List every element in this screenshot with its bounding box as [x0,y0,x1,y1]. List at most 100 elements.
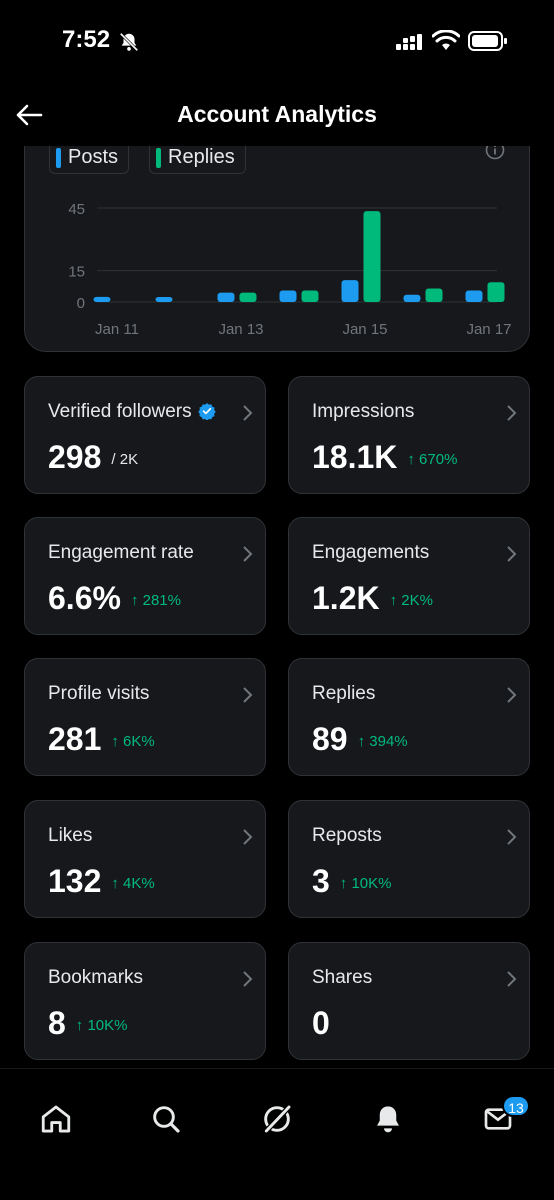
bottom-nav: 13 [0,1068,554,1200]
nav-search[interactable] [146,1099,186,1139]
metric-label: Bookmarks [48,967,144,988]
metric-change: ↑ 10K% [339,875,392,892]
metric-value: 18.1K [312,439,398,475]
metric-label: Engagement rate [48,542,194,563]
metric-card-profile-visits[interactable]: Profile visits 281 ↑ 6K% [24,658,266,776]
nav-notifications[interactable] [368,1099,408,1139]
metric-value-row: 132 ↑ 4K% [48,863,155,900]
metric-change: ↑ 10K% [75,1017,128,1034]
nav-grok[interactable] [257,1099,297,1139]
metric-value-row: 0 [312,1005,330,1042]
chevron-right-icon [243,687,253,703]
chevron-right-icon [507,687,517,703]
metric-label-text: Verified followers [48,401,192,422]
nav-home[interactable] [36,1099,76,1139]
bar-posts [155,297,173,302]
chevron-right-icon [243,405,253,421]
metric-value: 6.6% [48,580,121,616]
metric-value-row: 18.1K ↑ 670% [312,439,457,476]
metric-value: 0 [312,1005,330,1041]
status-bar: 7:52 [0,0,554,84]
bar-posts [465,290,483,302]
chart-card: Posts Replies 45 15 0 Jan 11 Jan 13 Jan 15 Jan… [24,110,530,352]
metric-value-row: 6.6% ↑ 281% [48,580,181,617]
metric-card-engagement-rate[interactable]: Engagement rate 6.6% ↑ 281% [24,517,266,635]
metric-label: Profile visits [48,683,150,704]
x-tick-label: Jan 15 [342,321,387,338]
metric-value-row: 1.2K ↑ 2K% [312,580,433,617]
chevron-right-icon [507,829,517,845]
chevron-right-icon [243,971,253,987]
y-tick-label: 45 [68,201,85,218]
y-tick-label: 15 [68,264,85,281]
analytics-chart: 45 15 0 Jan 11 Jan 13 Jan 15 Jan 17 [68,201,511,338]
metric-change: ↑ 2K% [389,592,433,609]
bar-replies [301,290,319,302]
bar-posts [217,292,235,302]
chevron-right-icon [507,405,517,421]
metric-value: 1.2K [312,580,380,616]
metric-value-row: 281 ↑ 6K% [48,721,155,758]
bar-replies [487,282,505,302]
metric-card-reposts[interactable]: Reposts 3 ↑ 10K% [288,800,530,918]
verified-badge-icon [197,403,216,420]
back-arrow-icon [16,104,43,126]
wifi-icon [432,30,460,50]
metric-value: 3 [312,863,330,899]
metric-label: Verified followers [48,401,216,423]
metric-suffix: / 2K [111,451,139,468]
cellular-signal-icon [396,34,422,50]
metric-card-impressions[interactable]: Impressions 18.1K ↑ 670% [288,376,530,494]
posts-swatch [56,147,61,168]
y-tick-label: 0 [77,295,85,312]
metric-value-row: 3 ↑ 10K% [312,863,392,900]
grok-icon [264,1105,291,1133]
metric-label: Reposts [312,825,382,846]
metric-card-bookmarks[interactable]: Bookmarks 8 ↑ 10K% [24,942,266,1060]
metric-card-likes[interactable]: Likes 132 ↑ 4K% [24,800,266,918]
metric-change: ↑ 4K% [111,875,155,892]
bar-replies [425,288,443,302]
metric-label: Impressions [312,401,415,422]
x-tick-label: Jan 11 [95,321,139,338]
chevron-right-icon [243,546,253,562]
bar-replies [363,211,381,302]
search-icon [153,1106,180,1133]
bar-replies [239,292,257,302]
x-tick-label: Jan 13 [218,321,263,338]
chevron-right-icon [507,546,517,562]
metric-label: Engagements [312,542,430,563]
back-button[interactable] [12,98,46,132]
metric-value: 89 [312,721,348,757]
metric-label: Shares [312,967,373,988]
chevron-right-icon [243,829,253,845]
metric-card-engagements[interactable]: Engagements 1.2K ↑ 2K% [288,517,530,635]
metric-value: 281 [48,721,102,757]
metric-value-row: 89 ↑ 394% [312,721,408,758]
legend-replies-label: Replies [168,146,235,168]
metric-value: 132 [48,863,102,899]
replies-swatch [156,147,161,168]
metric-card-replies[interactable]: Replies 89 ↑ 394% [288,658,530,776]
bell-icon [377,1106,399,1133]
bar-posts [93,296,111,302]
metric-card-verified-followers[interactable]: Verified followers 298 / 2K [24,376,266,494]
bar-posts [341,280,359,302]
home-icon [41,1105,71,1133]
status-time: 7:52 [62,26,111,53]
metric-change: ↑ 6K% [111,733,155,750]
metric-change: ↑ 394% [357,733,408,750]
messages-badge: 13 [502,1095,530,1117]
metric-label: Replies [312,683,376,704]
bell-off-icon [119,32,139,52]
metric-card-shares[interactable]: Shares 0 [288,942,530,1060]
chevron-right-icon [507,971,517,987]
legend-posts-label: Posts [68,146,119,168]
metric-value-row: 8 ↑ 10K% [48,1005,128,1042]
bar-posts [279,290,297,302]
metric-change: ↑ 281% [130,592,181,609]
metric-value: 298 [48,439,102,475]
bar-posts [403,294,421,302]
metric-value-row: 298 / 2K [48,439,138,476]
metric-label: Likes [48,825,93,846]
